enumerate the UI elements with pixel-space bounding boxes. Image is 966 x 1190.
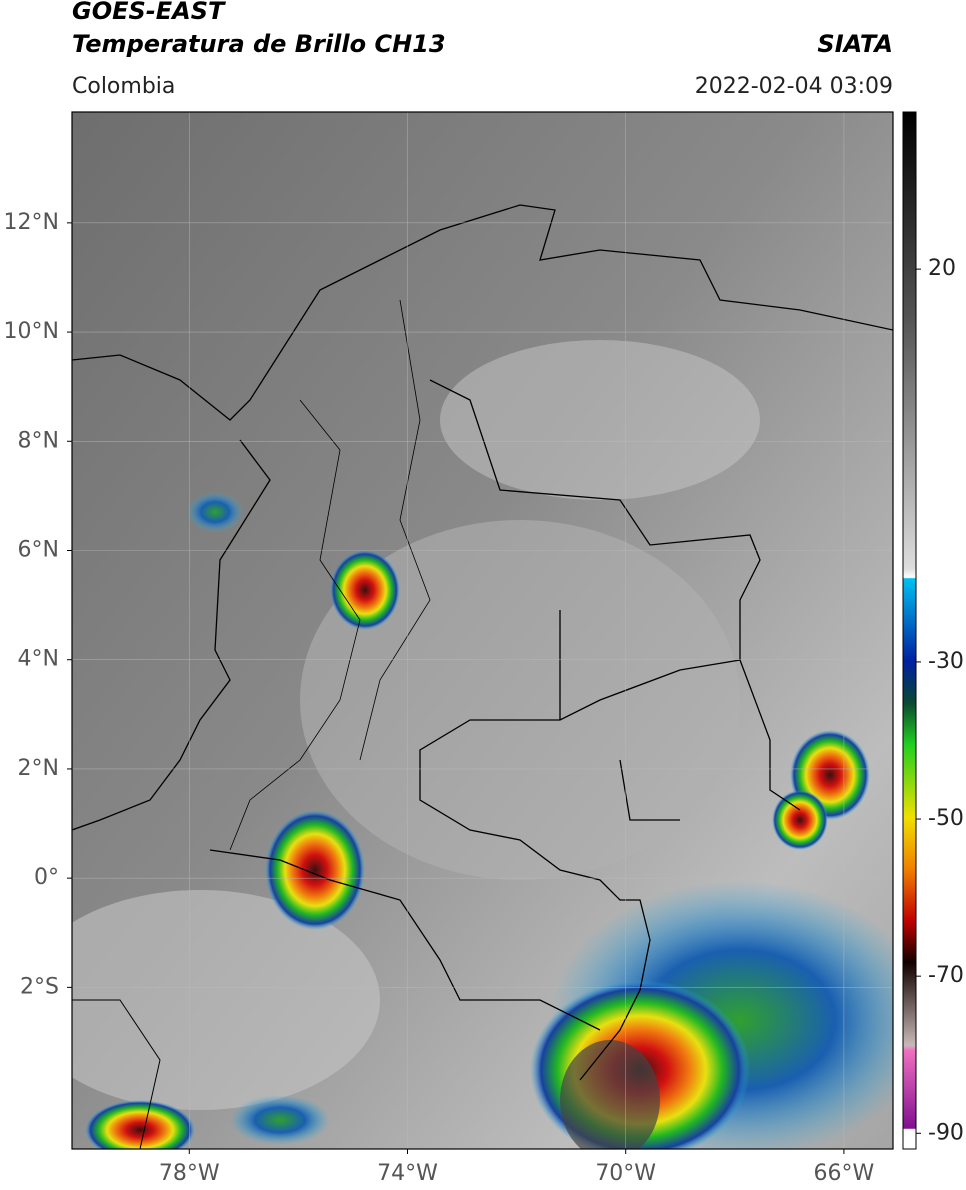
colorbar bbox=[902, 111, 917, 1150]
y-tick-label: 4°N bbox=[18, 647, 59, 672]
colorbar-tick-label: -30 bbox=[928, 649, 964, 674]
y-tick-label: 2°N bbox=[18, 756, 59, 781]
y-tick-label: 2°S bbox=[20, 974, 59, 999]
x-tick-label: 66°W bbox=[814, 1161, 875, 1186]
title: Temperatura de Brillo CH13 bbox=[72, 30, 446, 58]
y-tick-label: 10°N bbox=[4, 319, 59, 344]
y-tick-label: 6°N bbox=[18, 537, 59, 562]
y-tick-label: 8°N bbox=[18, 428, 59, 453]
grid bbox=[72, 112, 893, 1149]
colorbar-tick-label: 20 bbox=[928, 256, 956, 281]
colorbar-tick-label: -90 bbox=[928, 1120, 964, 1145]
x-tick-label: 70°W bbox=[595, 1161, 656, 1186]
map-frame bbox=[71, 111, 894, 1150]
datetime: 2022-02-04 03:09 bbox=[695, 74, 893, 99]
y-tick-label: 12°N bbox=[4, 210, 59, 235]
region: Colombia bbox=[72, 74, 175, 99]
y-tick-label: 0° bbox=[34, 865, 59, 890]
x-tick-label: 74°W bbox=[377, 1161, 438, 1186]
map-image bbox=[72, 112, 893, 1149]
colorbar-tick-label: -50 bbox=[928, 806, 964, 831]
title: GOES-EAST bbox=[72, 0, 226, 25]
source: SIATA bbox=[817, 30, 893, 58]
colorbar-tick-label: -70 bbox=[928, 963, 964, 988]
x-tick-label: 78°W bbox=[159, 1161, 220, 1186]
